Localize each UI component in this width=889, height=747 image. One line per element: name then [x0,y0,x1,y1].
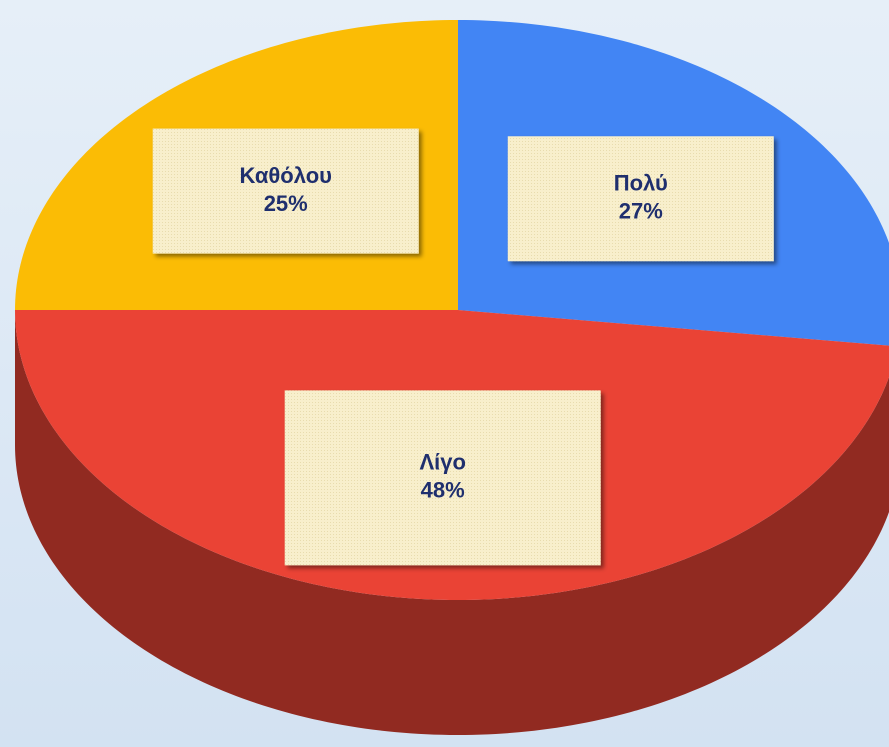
label-value: 27% [619,199,663,224]
label-category: Λίγο [419,450,465,475]
label-box [284,390,601,566]
label-value: 25% [264,191,308,216]
slice-side [15,310,889,735]
label-box [152,128,419,254]
label-box [507,136,774,262]
label-category: Πολύ [614,171,668,196]
label-category: Καθόλου [239,163,331,188]
label-value: 48% [421,478,465,503]
